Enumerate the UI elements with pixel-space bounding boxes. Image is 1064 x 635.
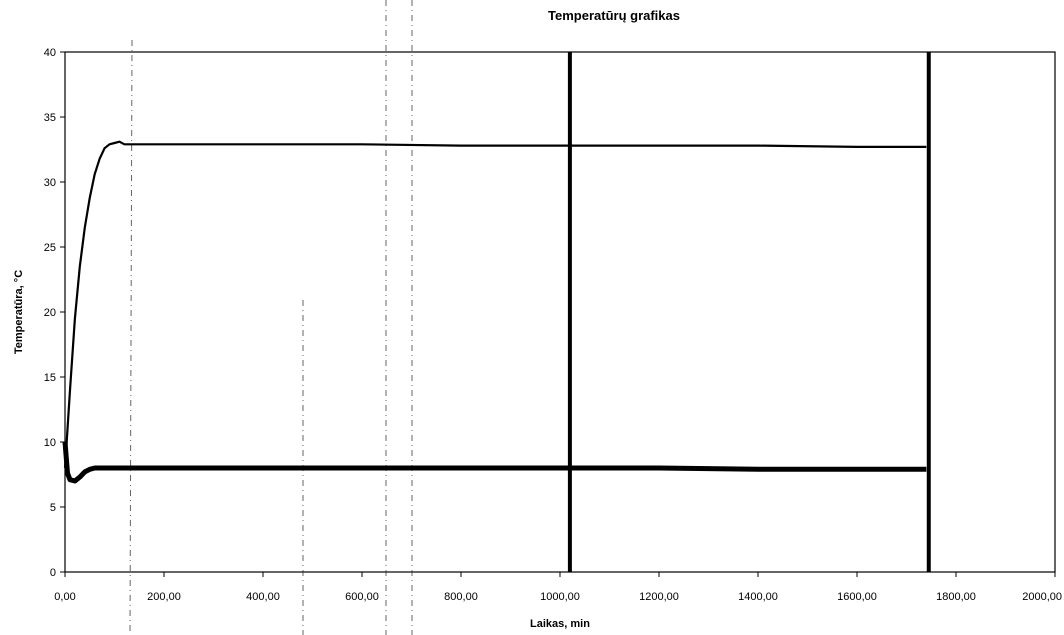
x-tick-label: 400,00 — [246, 591, 280, 603]
y-tick-label: 15 — [44, 372, 56, 384]
y-tick-label: 10 — [44, 437, 56, 449]
x-axis: 0,00 200,00 400,00 600,00 800,00 1000,00 1200,… — [54, 572, 1062, 603]
y-tick-label: 20 — [44, 307, 56, 319]
scan-artifact-line — [129, 39, 133, 635]
y-axis-label: Temperatūra, °C — [13, 270, 25, 354]
x-tick-label: 800,00 — [444, 591, 478, 603]
x-axis-label: Laikas, min — [530, 618, 590, 630]
series-line — [62, 441, 927, 484]
x-tick-label: 1800,00 — [936, 591, 976, 603]
y-tick-label: 0 — [50, 567, 56, 579]
x-tick-label: 600,00 — [345, 591, 379, 603]
y-tick-label: 5 — [50, 502, 56, 514]
x-tick-label: 200,00 — [147, 591, 181, 603]
series-lines — [62, 140, 927, 484]
y-tick-label: 35 — [44, 112, 56, 124]
series-line — [63, 140, 927, 469]
y-tick-label: 25 — [44, 242, 56, 254]
x-tick-label: 0,00 — [54, 591, 75, 603]
x-tick-label: 1600,00 — [837, 591, 877, 603]
x-tick-label: 1000,00 — [540, 591, 580, 603]
vertical-markers — [567, 52, 931, 572]
x-tick-label: 1200,00 — [639, 591, 679, 603]
plot-area — [64, 51, 1056, 573]
x-tick-label: 1400,00 — [738, 591, 778, 603]
x-tick-label: 2000,00 — [1022, 591, 1062, 603]
y-axis: 0 5 10 15 20 25 30 35 40 — [44, 47, 65, 579]
chart-title: Temperatūrų grafikas — [548, 8, 680, 23]
y-tick-label: 40 — [44, 47, 56, 59]
y-tick-label: 30 — [44, 177, 56, 189]
